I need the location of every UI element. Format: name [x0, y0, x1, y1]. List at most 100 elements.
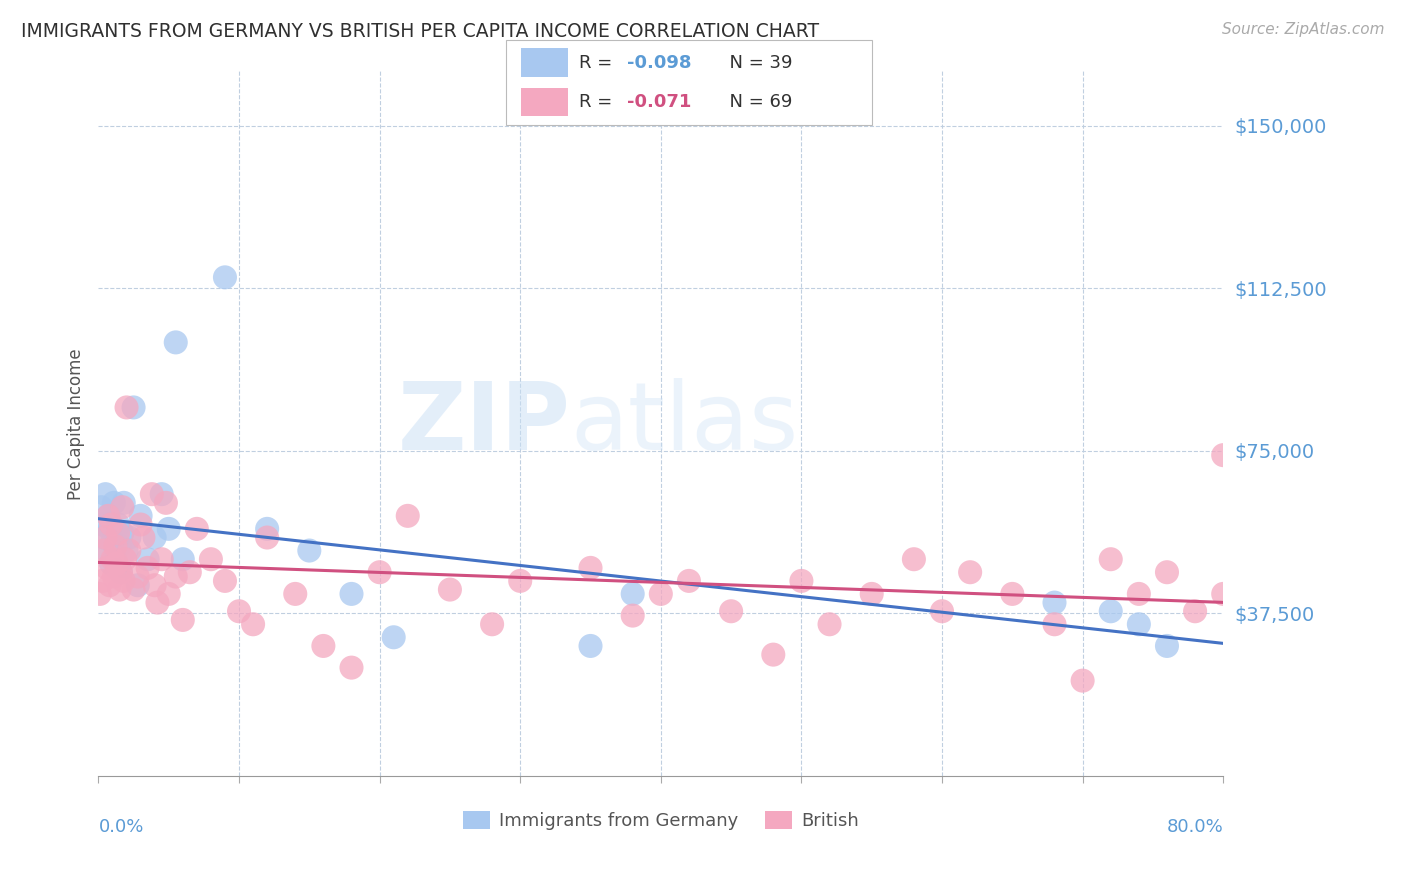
Point: [903, 552, 925, 566]
Point: [94, 531, 117, 545]
Text: 80.0%: 80.0%: [1167, 818, 1223, 837]
Point: [136, 552, 159, 566]
Point: [93, 531, 115, 545]
Point: [678, 574, 700, 588]
Point: [256, 531, 278, 545]
Point: [579, 561, 602, 575]
Point: [1212, 587, 1234, 601]
Point: [108, 582, 131, 597]
Point: [115, 401, 138, 415]
Text: Source: ZipAtlas.com: Source: ZipAtlas.com: [1222, 22, 1385, 37]
FancyBboxPatch shape: [520, 87, 568, 116]
Point: [1128, 587, 1150, 601]
Legend: Immigrants from Germany, British: Immigrants from Germany, British: [456, 804, 866, 838]
Point: [340, 587, 363, 601]
Point: [111, 526, 134, 541]
Point: [118, 543, 141, 558]
Point: [1212, 448, 1234, 462]
Point: [931, 604, 953, 618]
Point: [214, 574, 236, 588]
Point: [720, 604, 742, 618]
Point: [112, 496, 135, 510]
Point: [118, 531, 141, 545]
Point: [122, 582, 145, 597]
Point: [165, 569, 187, 583]
Point: [129, 517, 152, 532]
Point: [100, 557, 122, 571]
Point: [1099, 604, 1122, 618]
Point: [157, 587, 180, 601]
Point: [368, 566, 391, 580]
Point: [97, 508, 120, 523]
Point: [143, 578, 166, 592]
Text: -0.098: -0.098: [627, 54, 692, 72]
Point: [439, 582, 461, 597]
Point: [141, 487, 163, 501]
Point: [132, 531, 155, 545]
FancyBboxPatch shape: [506, 40, 872, 125]
Point: [1184, 604, 1206, 618]
Point: [650, 587, 672, 601]
Point: [312, 639, 335, 653]
Point: [172, 613, 194, 627]
Point: [340, 660, 363, 674]
Point: [107, 526, 129, 541]
Point: [97, 508, 120, 523]
Point: [136, 561, 159, 575]
Point: [959, 566, 981, 580]
Text: N = 39: N = 39: [718, 54, 793, 72]
Point: [89, 587, 111, 601]
Point: [200, 552, 222, 566]
Point: [621, 608, 644, 623]
Point: [179, 566, 201, 580]
Point: [762, 648, 785, 662]
Point: [157, 522, 180, 536]
Text: -0.071: -0.071: [627, 93, 692, 111]
Point: [110, 566, 132, 580]
Point: [1071, 673, 1094, 688]
Point: [111, 500, 134, 515]
Point: [96, 543, 118, 558]
Point: [103, 569, 125, 583]
Point: [150, 552, 173, 566]
Point: [96, 561, 118, 575]
Point: [481, 617, 503, 632]
Point: [104, 552, 127, 566]
Point: [93, 543, 115, 558]
Point: [396, 508, 419, 523]
Text: ZIP: ZIP: [398, 377, 571, 470]
Point: [91, 574, 114, 588]
Point: [155, 496, 177, 510]
Point: [579, 639, 602, 653]
Point: [103, 496, 125, 510]
FancyBboxPatch shape: [520, 48, 568, 77]
Point: [1156, 639, 1178, 653]
Point: [107, 517, 129, 532]
Point: [127, 569, 149, 583]
Point: [242, 617, 264, 632]
Point: [115, 543, 138, 558]
Point: [214, 270, 236, 285]
Point: [1099, 552, 1122, 566]
Point: [101, 552, 124, 566]
Point: [98, 578, 121, 592]
Point: [790, 574, 813, 588]
Text: N = 69: N = 69: [718, 93, 793, 111]
Text: IMMIGRANTS FROM GERMANY VS BRITISH PER CAPITA INCOME CORRELATION CHART: IMMIGRANTS FROM GERMANY VS BRITISH PER C…: [21, 22, 820, 41]
Point: [186, 522, 208, 536]
Point: [100, 517, 122, 532]
Point: [1043, 617, 1066, 632]
Point: [108, 539, 131, 553]
Point: [91, 517, 114, 532]
Point: [298, 543, 321, 558]
Point: [114, 552, 136, 566]
Point: [129, 508, 152, 523]
Point: [1128, 617, 1150, 632]
Point: [105, 561, 128, 575]
Point: [90, 500, 112, 515]
Text: R =: R =: [579, 93, 619, 111]
Point: [104, 539, 127, 553]
Text: R =: R =: [579, 54, 619, 72]
Point: [146, 596, 169, 610]
Point: [509, 574, 531, 588]
